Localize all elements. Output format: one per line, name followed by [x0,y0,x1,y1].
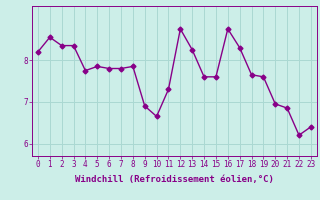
X-axis label: Windchill (Refroidissement éolien,°C): Windchill (Refroidissement éolien,°C) [75,175,274,184]
